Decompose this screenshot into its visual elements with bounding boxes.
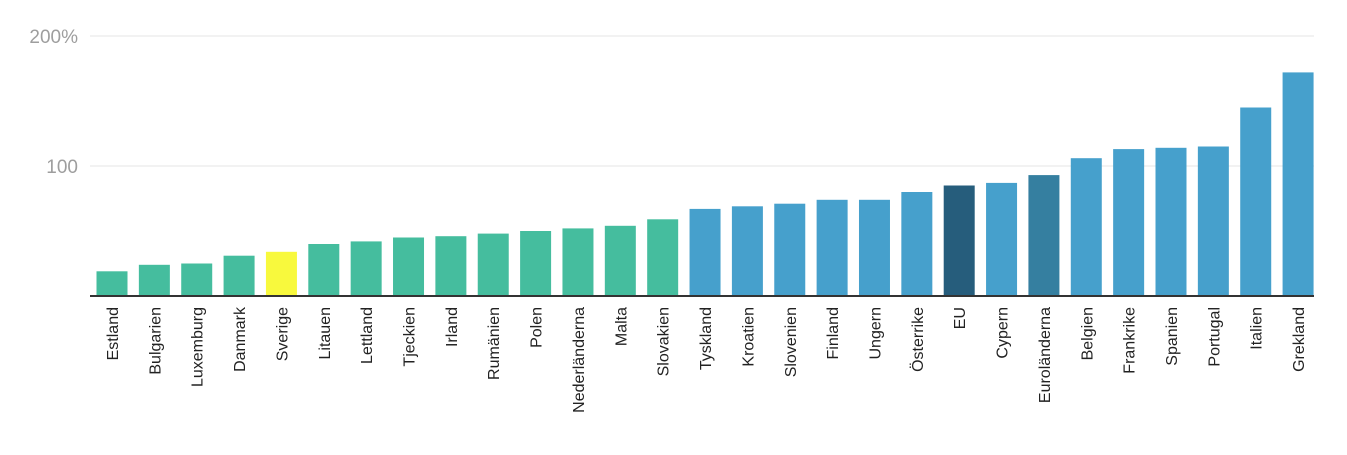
bar-tjeckien bbox=[393, 237, 425, 296]
category-label: Kroatien bbox=[740, 307, 757, 367]
bar-euroländerna bbox=[1028, 175, 1060, 296]
category-label: Finland bbox=[825, 307, 842, 359]
category-label: Polen bbox=[529, 307, 546, 348]
category-label: Malta bbox=[613, 307, 630, 346]
bar-kroatien bbox=[731, 206, 763, 296]
category-label: Nederländerna bbox=[571, 307, 588, 413]
category-label: Bulgarien bbox=[147, 307, 164, 375]
bar-nederländerna bbox=[562, 228, 594, 296]
bar-malta bbox=[604, 225, 636, 296]
category-label: Österrike bbox=[909, 307, 927, 372]
category-label: Slovakien bbox=[656, 307, 673, 376]
bar-litauen bbox=[308, 244, 340, 296]
y-tick-label: 100 bbox=[46, 157, 78, 178]
category-label: EU bbox=[952, 307, 969, 329]
bar-rumänien bbox=[477, 233, 509, 296]
bar-portugal bbox=[1197, 146, 1229, 296]
bar-frankrike bbox=[1113, 149, 1145, 296]
bar-cypern bbox=[986, 182, 1018, 296]
bar-danmark bbox=[223, 255, 255, 296]
category-label: Rumänien bbox=[486, 307, 503, 380]
bars bbox=[96, 72, 1314, 297]
category-label: Portugal bbox=[1206, 307, 1223, 367]
category-label: Irland bbox=[444, 307, 461, 347]
bar-slovakien bbox=[647, 219, 679, 296]
category-labels: Estland Bulgarien Luxemburg Danmark Sverige L… bbox=[105, 306, 1308, 413]
y-tick-label: 200% bbox=[29, 27, 78, 48]
y-tick-labels: 100 200% bbox=[29, 27, 78, 178]
bar-finland bbox=[816, 199, 848, 296]
bar-lettland bbox=[350, 241, 382, 296]
category-label: Ungern bbox=[867, 307, 884, 359]
category-label: Tyskland bbox=[698, 307, 715, 370]
category-label: Spanien bbox=[1164, 307, 1181, 366]
bar-luxemburg bbox=[181, 263, 213, 296]
category-label: Cypern bbox=[995, 307, 1012, 359]
bar-bulgarien bbox=[138, 264, 170, 296]
bar-slovenien bbox=[774, 203, 806, 296]
category-label: Tjeckien bbox=[402, 307, 419, 367]
category-label: Italien bbox=[1249, 307, 1266, 350]
category-label: Grekland bbox=[1291, 307, 1308, 372]
bar-österrike bbox=[901, 192, 933, 296]
category-label: Frankrike bbox=[1122, 307, 1139, 374]
bar-polen bbox=[520, 231, 552, 296]
category-label: Sverige bbox=[274, 307, 291, 361]
category-label: Belgien bbox=[1079, 307, 1096, 360]
category-label: Danmark bbox=[232, 306, 249, 372]
bar-irland bbox=[435, 236, 467, 296]
bar-grekland bbox=[1282, 72, 1314, 297]
gridlines bbox=[90, 35, 1314, 167]
bar-tyskland bbox=[689, 208, 721, 296]
category-label: Slovenien bbox=[783, 307, 800, 377]
category-label: Luxemburg bbox=[190, 307, 207, 387]
category-label: Litauen bbox=[317, 307, 334, 360]
category-label: Euroländerna bbox=[1037, 307, 1054, 403]
bar-belgien bbox=[1070, 158, 1102, 296]
bar-sverige bbox=[265, 251, 297, 296]
bar-eu bbox=[943, 185, 975, 296]
bar-italien bbox=[1240, 107, 1272, 296]
category-label: Estland bbox=[105, 307, 122, 360]
bar-spanien bbox=[1155, 147, 1187, 296]
bar-estland bbox=[96, 271, 128, 296]
category-label: Lettland bbox=[359, 307, 376, 364]
bar-ungern bbox=[858, 199, 890, 296]
